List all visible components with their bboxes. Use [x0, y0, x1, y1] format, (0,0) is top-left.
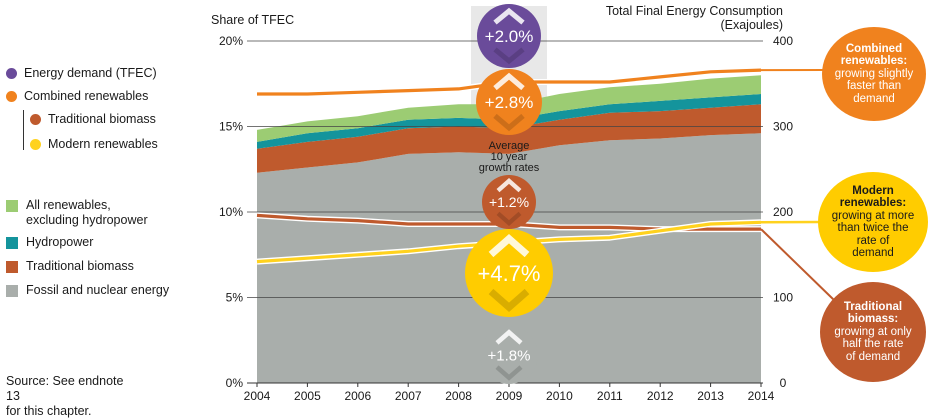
callout-body: than twice the	[838, 222, 909, 235]
legend-dot-icon	[30, 114, 41, 125]
legend-item-fossil-nuclear: Fossil and nuclear energy	[6, 283, 169, 298]
legend-item-energy-demand: Energy demand (TFEC)	[6, 66, 157, 81]
x-tick-label: 2014	[748, 389, 775, 403]
legend-item-traditional-biomass-area: Traditional biomass	[6, 259, 134, 274]
legend-item-all-renewables: All renewables, excluding hydropower	[6, 198, 148, 228]
x-tick-label: 2013	[697, 389, 724, 403]
x-tick-label: 2010	[546, 389, 573, 403]
right-axis-unit: (Exajoules)	[720, 18, 783, 32]
callout-body: growing at more	[832, 210, 914, 223]
callout-title: renewables:	[841, 55, 907, 68]
x-tick-label: 2009	[496, 389, 523, 403]
callout-title: Modern	[852, 185, 894, 198]
legend-label: Traditional biomass	[48, 112, 156, 127]
right-axis-label: Total Final Energy Consumption	[606, 4, 783, 18]
callout-title: Combined	[846, 43, 902, 56]
legend-dot-icon	[6, 68, 17, 79]
callout-body: rate of	[857, 235, 890, 248]
x-tick-label: 2004	[244, 389, 271, 403]
growth-circle-label: +2.8%	[485, 93, 534, 112]
left-tick-label: 0%	[226, 376, 244, 390]
right-tick-label: 400	[773, 34, 793, 48]
source-line2: for this chapter.	[6, 404, 126, 419]
legend-item-modern-renewables: Modern renewables	[30, 137, 158, 152]
callout-body: demand	[852, 247, 894, 260]
source-line1: Source: See endnote 13	[6, 374, 126, 404]
callout-body: faster than	[847, 80, 901, 93]
callout-body: of demand	[846, 351, 900, 364]
growth-circle-label: +1.8%	[488, 347, 531, 364]
legend-label-line2: excluding hydropower	[26, 213, 148, 228]
callout-body: growing slightly	[835, 68, 914, 81]
growth-circle: +1.8%	[480, 326, 538, 384]
left-tick-label: 5%	[226, 291, 244, 305]
legend-swatch-icon	[6, 237, 18, 249]
legend-label: All renewables, excluding hydropower	[26, 198, 148, 228]
growth-circle-label: +1.2%	[489, 194, 529, 210]
callout-title: renewables:	[840, 197, 906, 210]
legend-label: Fossil and nuclear energy	[26, 283, 169, 298]
legend-item-combined-renewables: Combined renewables	[6, 89, 148, 104]
x-tick-label: 2011	[597, 389, 623, 403]
left-tick-label: 20%	[219, 34, 243, 48]
x-tick-label: 2012	[647, 389, 674, 403]
callout-modern-renewables: Modern renewables: growing at more than …	[818, 172, 928, 272]
x-tick-label: 2007	[395, 389, 422, 403]
legend-label-line1: All renewables,	[26, 198, 148, 213]
callout-body: growing at only	[834, 326, 911, 339]
growth-circle: +1.2%	[482, 175, 536, 229]
callout-title: biomass:	[848, 313, 899, 326]
right-tick-label: 300	[773, 120, 793, 134]
legend-swatch-icon	[6, 200, 18, 212]
x-tick-label: 2008	[445, 389, 472, 403]
left-tick-label: 15%	[219, 120, 243, 134]
legend-dot-icon	[30, 139, 41, 150]
legend-label: Hydropower	[26, 235, 93, 250]
growth-circle: +4.7%	[465, 229, 553, 317]
right-tick-label: 200	[773, 205, 793, 219]
growth-circle-label: +2.0%	[485, 27, 534, 46]
callout-combined-renewables: Combined renewables: growing slightly fa…	[822, 27, 926, 121]
legend-swatch-icon	[6, 285, 18, 297]
right-tick-label: 100	[773, 291, 793, 305]
callout-body: demand	[853, 93, 895, 106]
callout-connectors	[761, 70, 834, 300]
legend-item-traditional-biomass-line: Traditional biomass	[30, 112, 156, 127]
x-tick-label: 2005	[294, 389, 321, 403]
legend-dot-icon	[6, 91, 17, 102]
left-tick-label: 10%	[219, 205, 243, 219]
legend-item-hydropower: Hydropower	[6, 235, 93, 250]
growth-circle: +2.8%	[476, 69, 542, 135]
x-tick-label: 2006	[344, 389, 371, 403]
source-note: Source: See endnote 13 for this chapter.	[6, 374, 126, 419]
growth-circle-label: +4.7%	[478, 261, 541, 286]
right-tick-label: 0	[780, 376, 787, 390]
legend-label: Energy demand (TFEC)	[24, 66, 157, 81]
legend-swatch-icon	[6, 261, 18, 273]
callout-title: Traditional	[844, 301, 902, 314]
legend-bracket	[23, 110, 24, 150]
left-axis-label: Share of TFEC	[211, 13, 294, 27]
legend-label: Combined renewables	[24, 89, 148, 104]
legend-label: Modern renewables	[48, 137, 158, 152]
legend-label: Traditional biomass	[26, 259, 134, 274]
callout-traditional-biomass: Traditional biomass: growing at only hal…	[820, 282, 926, 382]
growth-caption-line3: growth rates	[479, 162, 540, 174]
callout-body: half the rate	[843, 338, 904, 351]
growth-circle: +2.0%	[477, 4, 541, 68]
